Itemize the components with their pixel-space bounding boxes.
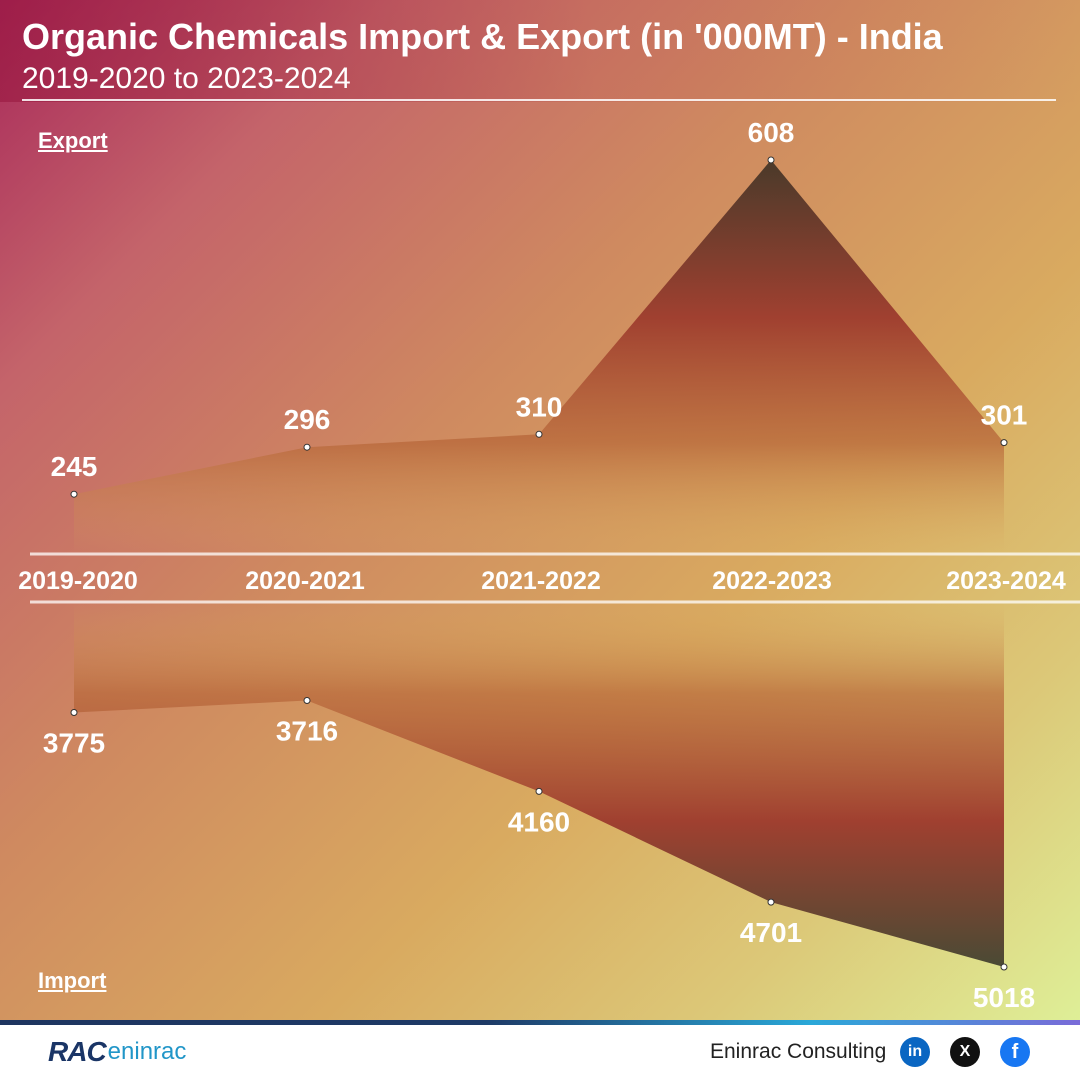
import-point [535,787,543,795]
import-value-label: 3775 [43,728,105,759]
import-area [74,602,1004,967]
import-value-label: 4160 [508,806,570,837]
import-value-label: 5018 [973,982,1035,1013]
company-name: Eninrac Consulting [710,1040,887,1063]
header-band [0,0,1080,102]
import-point [767,898,775,906]
import-point [303,697,311,704]
export-point [767,156,775,164]
x-icon[interactable]: X [950,1037,980,1067]
export-value-label: 608 [748,117,795,148]
footer-accent-bar [0,1020,1080,1025]
export-point [535,430,543,438]
export-point [1000,439,1008,447]
export-point [70,490,78,498]
chart-subtitle: 2019-2020 to 2023-2024 [22,62,351,95]
linkedin-icon[interactable]: in [900,1037,930,1067]
export-area [74,160,1004,554]
area-chart: 2019-2020 2020-2021 2021-2022 2022-2023 2023… [18,117,1066,1013]
logo-eninrac: eninrac [107,1038,187,1065]
category-label: 2023-2024 [946,567,1066,595]
logo-rac: RAC [48,1036,107,1067]
title-divider [22,99,1056,101]
category-label: 2019-2020 [18,567,138,595]
category-label: 2020-2021 [245,567,365,595]
import-value-label: 3716 [276,716,338,747]
export-value-label: 301 [981,400,1028,431]
export-label: Export [38,128,108,153]
export-value-label: 310 [516,391,563,422]
import-point [1000,963,1008,971]
import-value-label: 4701 [740,917,802,948]
import-point [70,709,78,716]
chart-title: Organic Chemicals Import & Export (in '0… [22,16,943,57]
export-value-label: 245 [51,451,98,482]
category-label: 2022-2023 [712,567,832,595]
export-point [303,443,311,451]
category-label: 2021-2022 [481,567,601,595]
export-value-label: 296 [284,404,331,435]
facebook-icon[interactable]: f [1000,1037,1030,1067]
eninrac-logo: RAC eninrac [48,1036,186,1068]
import-label: Import [38,968,107,993]
